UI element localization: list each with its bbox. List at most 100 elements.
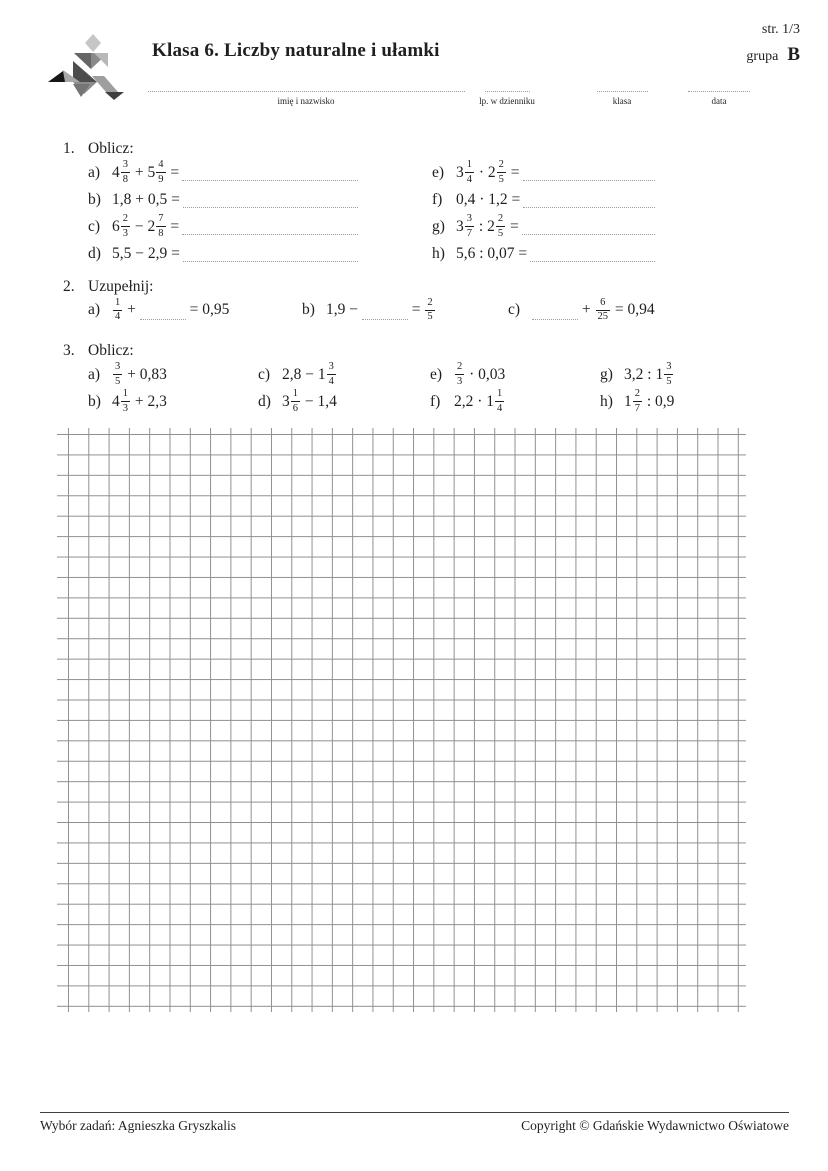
fraction-denominator: 5 [113,374,123,387]
exercise-header: 2. Uzupełnij: [63,278,153,296]
answer-dots [182,234,358,235]
exercise-number: 2. [63,278,75,295]
page-number: str. 1/3 [761,22,800,37]
item-label: a) [88,163,101,181]
answer-dots [521,234,655,235]
footer-copyright: Copyright © Gdańskie Wydawnictwo Oświato… [521,1118,789,1133]
math-text: 2,2 · [454,392,487,410]
exercise-item-3d: d) 3 1 6 − 1,4 [258,388,337,415]
item-label: f) [430,392,441,410]
fraction-denominator: 3 [120,401,130,414]
fraction-denominator: 5 [495,226,506,239]
fraction-denominator: 4 [495,401,505,414]
fraction-denominator: 6 [290,401,300,414]
math-text: = 0,94 [611,301,655,318]
fraction-denominator: 25 [595,309,610,322]
item-label: d) [88,244,101,262]
mixed-number-whole: 1 [317,365,326,383]
fraction-denominator: 4 [113,309,123,322]
grid-paper [57,428,746,1012]
item-label: h) [600,392,613,410]
fraction-denominator: 8 [120,172,130,185]
fraction-denominator: 3 [120,226,130,239]
answer-dots [523,207,655,208]
fraction-denominator: 9 [156,172,166,185]
exercise-number: 1. [63,140,75,157]
fraction-numerator: 1 [292,388,298,399]
item-label: c) [508,301,521,318]
fraction-numerator: 2 [497,213,504,224]
math-text: + 0,83 [123,365,167,383]
gwo-logo running-figure-icon [48,34,124,100]
answer-dots [530,261,655,262]
mixed-number-whole: 3 [456,163,464,181]
fraction-denominator: 5 [425,309,435,322]
mixed-number-whole: 1 [655,365,664,383]
mixed-number-whole: 2 [487,217,495,235]
item-label: a) [88,301,101,318]
blank-dots [139,319,186,320]
math-text: = 0,95 [185,301,230,318]
page-title: Klasa 6. Liczby naturalne i ułamki [152,40,440,61]
mixed-number-whole: 1 [624,392,632,410]
fraction-numerator: 4 [158,159,164,170]
answer-dots [182,180,358,181]
math-text: · [475,163,488,181]
field-label-date: data [711,96,727,106]
math-text: = [506,163,520,181]
item-label: e) [430,365,443,383]
math-text: 2,8 − [282,365,318,383]
math-text: 1,8 + 0,5 = [112,190,180,208]
exercise-title: Uzupełnij: [88,278,154,295]
fraction-numerator: 2 [634,388,640,399]
math-text: = [166,217,180,235]
exercise-title: Oblicz: [88,342,134,359]
fraction-numerator: 1 [115,296,121,308]
name-line [148,82,465,92]
answer-dots [522,180,655,181]
fraction-denominator: 3 [455,374,465,387]
math-text: + 2,3 [131,392,167,410]
footer-rule [40,1112,789,1113]
exercise-item-1d: d) 5,5 − 2,9 = [88,240,358,267]
math-text: + [578,301,595,318]
fraction-numerator: 2 [498,159,504,170]
fraction-numerator: 6 [600,296,606,308]
fraction-numerator: 3 [466,213,472,224]
exercise-item-2c: c) + 6 25 = 0,94 [508,294,655,326]
fraction-numerator: 3 [122,159,128,170]
mixed-number-whole: 2 [487,163,496,181]
answer-dots [182,207,358,208]
math-text: + [131,163,148,181]
fraction-denominator: 4 [464,172,474,185]
item-label: b) [88,392,101,410]
item-label: b) [302,301,315,318]
fraction-numerator: 7 [158,213,164,224]
fraction-numerator: 2 [457,361,463,372]
math-text: 3,2 : [624,365,656,383]
fraction-denominator: 7 [464,226,474,239]
item-label: c) [88,217,101,235]
fraction-denominator: 8 [156,226,166,239]
fraction-numerator: 1 [466,159,472,170]
